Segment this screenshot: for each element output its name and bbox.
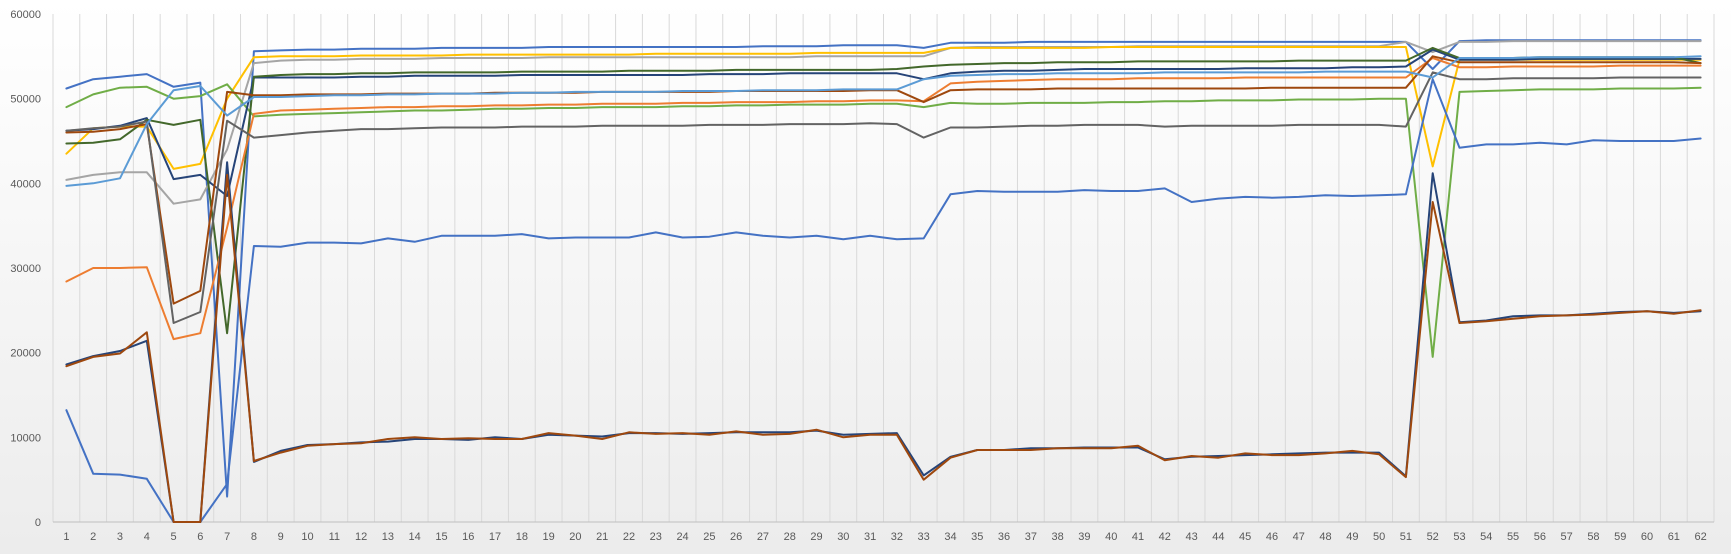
x-tick-label: 46	[1266, 531, 1278, 543]
x-tick-label: 21	[596, 531, 608, 543]
x-tick-label: 8	[251, 531, 257, 543]
y-tick-label: 30000	[10, 263, 41, 275]
x-tick-label: 40	[1105, 531, 1117, 543]
x-tick-label: 42	[1159, 531, 1171, 543]
x-tick-label: 10	[301, 531, 313, 543]
x-tick-label: 1	[63, 531, 69, 543]
x-tick-label: 54	[1480, 531, 1492, 543]
x-tick-label: 47	[1293, 531, 1305, 543]
x-tick-label: 53	[1453, 531, 1465, 543]
y-tick-label: 0	[35, 517, 41, 529]
x-tick-label: 22	[623, 531, 635, 543]
x-tick-label: 5	[170, 531, 176, 543]
x-tick-label: 14	[409, 531, 421, 543]
series-line-1	[65, 39, 1702, 498]
x-tick-label: 33	[918, 531, 930, 543]
x-tick-label: 57	[1561, 531, 1573, 543]
x-tick-label: 29	[810, 531, 822, 543]
x-tick-label: 3	[117, 531, 123, 543]
series-line-3	[65, 46, 1702, 170]
x-tick-label: 61	[1668, 531, 1680, 543]
x-tick-label: 43	[1185, 531, 1197, 543]
x-tick-label: 11	[329, 531, 340, 543]
x-tick-label: 15	[435, 531, 447, 543]
x-tick-label: 12	[355, 531, 367, 543]
x-tick-label: 27	[757, 531, 769, 543]
x-tick-label: 32	[891, 531, 903, 543]
x-tick-label: 6	[197, 531, 203, 543]
y-tick-label: 50000	[10, 94, 41, 106]
x-tick-label: 49	[1346, 531, 1358, 543]
x-tick-label: 56	[1534, 531, 1546, 543]
series-line-6	[65, 46, 1702, 335]
x-tick-label: 18	[516, 531, 528, 543]
x-tick-label: 37	[1025, 531, 1037, 543]
x-tick-label: 30	[837, 531, 849, 543]
series-line-10	[65, 55, 1702, 187]
x-tick-label: 39	[1078, 531, 1090, 543]
series-line-13	[65, 173, 1702, 523]
x-tick-label: 16	[462, 531, 474, 543]
x-tick-label: 60	[1641, 531, 1653, 543]
x-tick-label: 23	[650, 531, 662, 543]
x-tick-label: 34	[944, 531, 956, 543]
x-tick-label: 25	[703, 531, 715, 543]
series-line-9	[65, 71, 1702, 324]
x-tick-label: 38	[1052, 531, 1064, 543]
x-tick-label: 48	[1319, 531, 1331, 543]
x-tick-label: 31	[864, 531, 876, 543]
x-tick-label: 2	[90, 531, 96, 543]
x-tick-label: 52	[1427, 531, 1439, 543]
y-tick-label: 40000	[10, 178, 41, 190]
x-tick-label: 20	[569, 531, 581, 543]
x-tick-label: 24	[676, 531, 688, 543]
x-tick-label: 17	[489, 531, 501, 543]
y-tick-label: 60000	[10, 9, 41, 21]
x-tick-label: 36	[998, 531, 1010, 543]
x-tick-label: 44	[1212, 531, 1224, 543]
x-tick-label: 4	[144, 531, 150, 543]
y-tick-label: 10000	[10, 432, 41, 444]
x-tick-label: 35	[971, 531, 983, 543]
x-tick-label: 50	[1373, 531, 1385, 543]
y-tick-label: 20000	[10, 348, 41, 360]
x-tick-label: 59	[1614, 531, 1626, 543]
x-tick-label: 19	[542, 531, 554, 543]
x-tick-label: 41	[1132, 531, 1144, 543]
x-tick-label: 55	[1507, 531, 1519, 543]
x-tick-label: 62	[1694, 531, 1706, 543]
series-lines	[65, 39, 1702, 523]
x-tick-label: 45	[1239, 531, 1251, 543]
x-tick-label: 9	[278, 531, 284, 543]
x-tick-label: 51	[1400, 531, 1412, 543]
series-line-4	[65, 83, 1702, 358]
x-tick-label: 28	[784, 531, 796, 543]
x-tick-label: 7	[224, 531, 230, 543]
series-line-11	[65, 78, 1702, 523]
x-tick-label: 26	[730, 531, 742, 543]
x-tick-label: 13	[382, 531, 394, 543]
x-tick-label: 58	[1587, 531, 1599, 543]
series-line-5	[65, 48, 1702, 197]
